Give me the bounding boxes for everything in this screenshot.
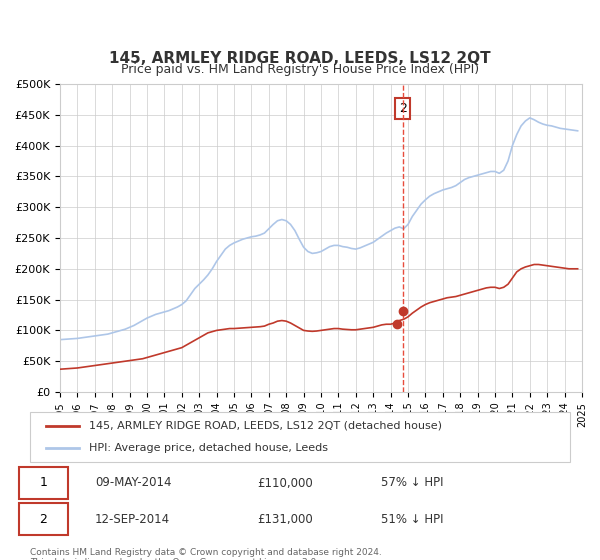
FancyBboxPatch shape [19, 467, 68, 499]
FancyBboxPatch shape [30, 412, 570, 462]
Text: 2: 2 [40, 513, 47, 526]
Text: Contains HM Land Registry data © Crown copyright and database right 2024.
This d: Contains HM Land Registry data © Crown c… [30, 548, 382, 560]
Text: Price paid vs. HM Land Registry's House Price Index (HPI): Price paid vs. HM Land Registry's House … [121, 63, 479, 77]
Text: HPI: Average price, detached house, Leeds: HPI: Average price, detached house, Leed… [89, 443, 328, 453]
Text: 1: 1 [40, 477, 47, 489]
Text: 51% ↓ HPI: 51% ↓ HPI [381, 513, 443, 526]
Text: 2: 2 [399, 102, 407, 115]
Text: 145, ARMLEY RIDGE ROAD, LEEDS, LS12 2QT: 145, ARMLEY RIDGE ROAD, LEEDS, LS12 2QT [109, 52, 491, 66]
Text: £131,000: £131,000 [257, 513, 313, 526]
Text: 12-SEP-2014: 12-SEP-2014 [95, 513, 170, 526]
FancyBboxPatch shape [19, 503, 68, 535]
Text: 145, ARMLEY RIDGE ROAD, LEEDS, LS12 2QT (detached house): 145, ARMLEY RIDGE ROAD, LEEDS, LS12 2QT … [89, 421, 442, 431]
Text: £110,000: £110,000 [257, 477, 313, 489]
Text: 57% ↓ HPI: 57% ↓ HPI [381, 477, 443, 489]
Text: 09-MAY-2014: 09-MAY-2014 [95, 477, 172, 489]
